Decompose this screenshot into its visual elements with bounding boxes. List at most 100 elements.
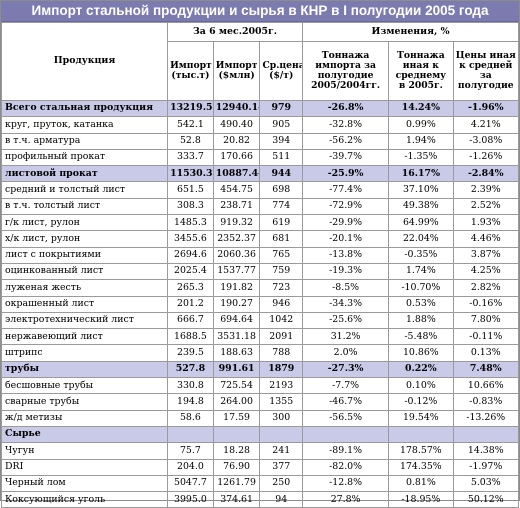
cell-import-tonnes: 651.5 — [167, 181, 214, 199]
cell-avg-price: 2091 — [259, 328, 304, 346]
cell-tonnage-vs-avg: 178.57% — [388, 442, 454, 460]
cell-import-tonnes: 2025.4 — [167, 262, 214, 281]
cell-import-tonnes: 666.7 — [167, 311, 214, 330]
cell-avg-price: 1879 — [259, 360, 304, 379]
cell-price-vs-avg: -1.26% — [452, 148, 520, 167]
cell-tonnage-change: -20.1% — [302, 230, 390, 248]
table-row: трубы 527.8 991.61 1879 -27.3% 0.22% 7.48% — [0, 360, 520, 379]
cell-avg-price: 1042 — [259, 311, 304, 330]
cell-import-tonnes: 308.3 — [167, 197, 214, 216]
table-row: лист с покрытиями 2694.6 2060.36 765 -13.8% -… — [0, 246, 520, 264]
header-avg-price: Ср.цена ($/т) — [259, 41, 304, 101]
cell-tonnage-vs-avg: 14.24% — [388, 99, 454, 118]
cell-price-vs-avg — [452, 425, 520, 444]
cell-tonnage-vs-avg: 64.99% — [388, 214, 454, 232]
cell-product-name: Чугун — [0, 442, 169, 460]
cell-product-name: бесшовные трубы — [0, 377, 169, 395]
cell-import-usd: 12940.14 — [212, 99, 261, 118]
cell-tonnage-vs-avg: 49.38% — [388, 197, 454, 216]
table-row: в т.ч. арматура 52.8 20.82 394 -56.2% 1.94% -3… — [0, 132, 520, 150]
cell-tonnage-change: -25.6% — [302, 311, 390, 330]
cell-product-name: Сырье — [0, 425, 169, 444]
cell-price-vs-avg: 4.46% — [452, 230, 520, 248]
table-row: ж/д метизы 58.6 17.59 300 -56.5% 19.54% -13.26… — [0, 409, 520, 427]
cell-tonnage-change: -19.3% — [302, 262, 390, 281]
cell-tonnage-vs-avg: -1.35% — [388, 148, 454, 167]
cell-product-name: оцинкованный лист — [0, 262, 169, 281]
cell-avg-price: 765 — [259, 246, 304, 264]
cell-import-usd: 725.54 — [212, 377, 261, 395]
cell-price-vs-avg: 0.13% — [452, 344, 520, 362]
cell-tonnage-vs-avg: 19.54% — [388, 409, 454, 427]
table-row: средний и толстый лист 651.5 454.75 698 -77.… — [0, 181, 520, 199]
cell-import-tonnes: 3995.0 — [167, 491, 214, 508]
header-import-t: Импорт (тыс.т) — [167, 41, 214, 101]
cell-price-vs-avg: 4.25% — [452, 262, 520, 281]
cell-import-usd: 454.75 — [212, 181, 261, 199]
cell-import-usd: 170.66 — [212, 148, 261, 167]
cell-price-vs-avg: 2.82% — [452, 279, 520, 297]
table-body: Всего стальная продукция 13219.5 12940.14 9… — [0, 99, 520, 508]
cell-import-tonnes: 333.7 — [167, 148, 214, 167]
cell-price-vs-avg: -13.26% — [452, 409, 520, 427]
cell-product-name: Коксующийся уголь — [0, 491, 169, 508]
table-row: электротехнический лист 666.7 694.64 1042 -2… — [0, 311, 520, 330]
cell-avg-price: 241 — [259, 442, 304, 460]
cell-tonnage-vs-avg: 0.10% — [388, 377, 454, 395]
cell-product-name: лист с покрытиями — [0, 246, 169, 264]
cell-tonnage-change: -8.5% — [302, 279, 390, 297]
cell-product-name: профильный прокат — [0, 148, 169, 167]
cell-avg-price: 681 — [259, 230, 304, 248]
cell-tonnage-change: -29.9% — [302, 214, 390, 232]
cell-import-usd: 264.00 — [212, 393, 261, 411]
table-row: Коксующийся уголь 3995.0 374.61 94 27.8% -18.… — [0, 491, 520, 508]
cell-import-usd: 188.63 — [212, 344, 261, 362]
cell-product-name: х/к лист, рулон — [0, 230, 169, 248]
table-row: штрипс 239.5 188.63 788 2.0% 10.86% 0.13% — [0, 344, 520, 362]
cell-tonnage-vs-avg: 16.17% — [388, 165, 454, 183]
cell-tonnage-vs-avg: -0.12% — [388, 393, 454, 411]
cell-avg-price: 300 — [259, 409, 304, 427]
cell-import-usd: 17.59 — [212, 409, 261, 427]
table-row: Всего стальная продукция 13219.5 12940.14 9… — [0, 99, 520, 118]
cell-tonnage-vs-avg: -5.48% — [388, 328, 454, 346]
cell-tonnage-change: -27.3% — [302, 360, 390, 379]
cell-product-name: трубы — [0, 360, 169, 379]
cell-tonnage-change: 31.2% — [302, 328, 390, 346]
cell-tonnage-change: -72.9% — [302, 197, 390, 216]
cell-product-name: в т.ч. толстый лист — [0, 197, 169, 216]
cell-tonnage-vs-avg: -10.70% — [388, 279, 454, 297]
cell-import-usd: 919.32 — [212, 214, 261, 232]
cell-tonnage-change: -26.8% — [302, 99, 390, 118]
cell-import-usd: 1537.77 — [212, 262, 261, 281]
cell-import-tonnes: 75.7 — [167, 442, 214, 460]
cell-import-tonnes: 1688.5 — [167, 328, 214, 346]
cell-import-usd: 1261.79 — [212, 474, 261, 493]
cell-import-usd: 694.64 — [212, 311, 261, 330]
table-title: Импорт стальной продукции и сырья в КНР … — [1, 1, 519, 22]
cell-price-vs-avg: 7.80% — [452, 311, 520, 330]
cell-tonnage-vs-avg: 1.74% — [388, 262, 454, 281]
cell-tonnage-change: -56.5% — [302, 409, 390, 427]
cell-tonnage-change: -12.8% — [302, 474, 390, 493]
cell-tonnage-vs-avg: 1.88% — [388, 311, 454, 330]
cell-import-usd: 2060.36 — [212, 246, 261, 264]
cell-import-tonnes: 527.8 — [167, 360, 214, 379]
cell-price-vs-avg: 2.39% — [452, 181, 520, 199]
cell-import-tonnes: 5047.7 — [167, 474, 214, 493]
header-change: Изменения, % — [302, 22, 519, 42]
cell-tonnage-change: -82.0% — [302, 458, 390, 476]
cell-price-vs-avg: 50.12% — [452, 491, 520, 508]
cell-import-tonnes: 1485.3 — [167, 214, 214, 232]
cell-import-usd: 238.71 — [212, 197, 261, 216]
cell-product-name: DRI — [0, 458, 169, 476]
cell-avg-price: 946 — [259, 295, 304, 313]
header-tonnage-change: Тоннажа импорта за полугодие 2005/2004гг… — [302, 41, 390, 101]
cell-price-vs-avg: 14.38% — [452, 442, 520, 460]
cell-tonnage-change: -77.4% — [302, 181, 390, 199]
cell-product-name: средний и толстый лист — [0, 181, 169, 199]
cell-import-usd: 2352.37 — [212, 230, 261, 248]
header-period: За 6 мес.2005г. — [167, 22, 304, 42]
cell-avg-price: 394 — [259, 132, 304, 150]
cell-tonnage-change: -89.1% — [302, 442, 390, 460]
